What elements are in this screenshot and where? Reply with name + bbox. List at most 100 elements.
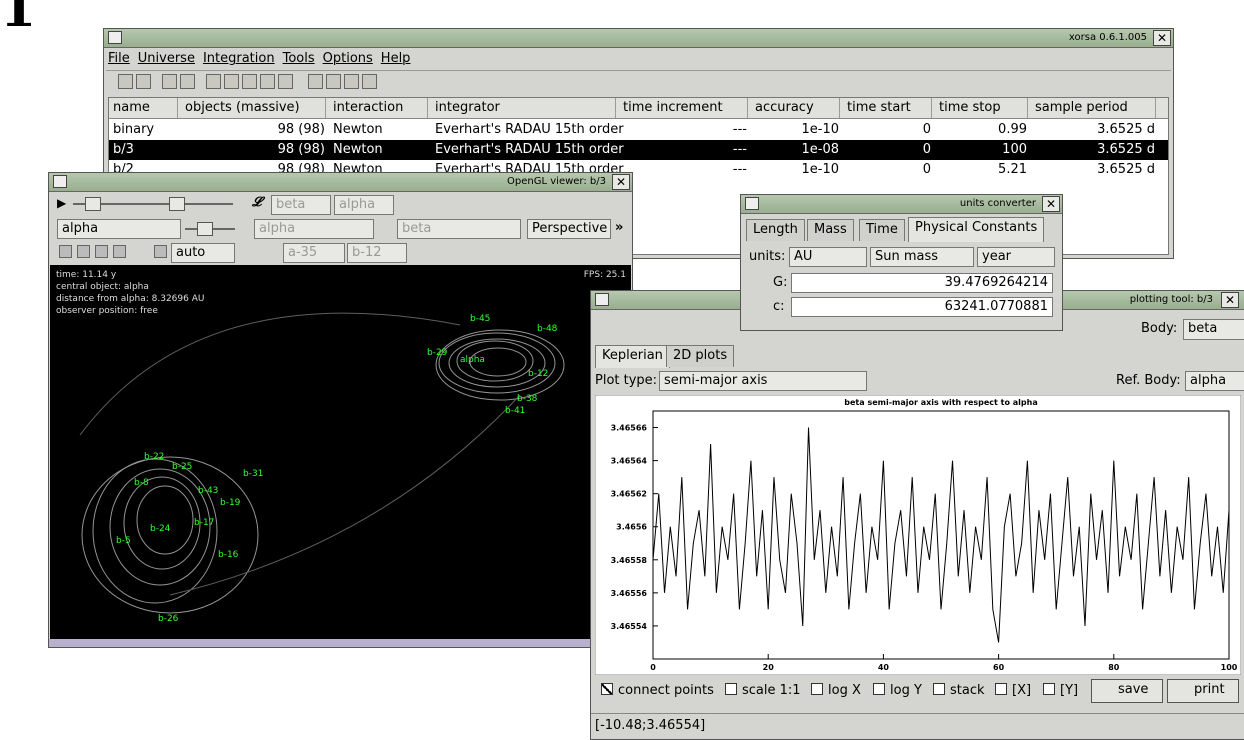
icon-button[interactable] <box>113 245 126 258</box>
checkbox[interactable]: log X <box>811 683 861 698</box>
table-cell: b/3 <box>113 142 134 157</box>
body-combo[interactable]: alpha <box>254 219 374 239</box>
print-button[interactable]: print <box>1167 679 1239 703</box>
constant-value[interactable]: 63241.0770881 <box>791 297 1053 317</box>
fps-combo[interactable]: auto <box>171 243 235 263</box>
window-menu[interactable] <box>108 31 122 44</box>
projection-combo[interactable]: Perspective <box>527 219 611 239</box>
window-menu[interactable] <box>53 175 67 188</box>
body-combo[interactable]: beta <box>1183 319 1244 340</box>
body-label: b-45 <box>470 314 490 324</box>
icon-button[interactable] <box>154 245 167 258</box>
checkbox[interactable]: [Y] <box>1043 683 1078 698</box>
x-tick-label: 80 <box>1108 663 1120 672</box>
column-header[interactable]: sample period <box>1035 98 1156 118</box>
x-tick-label: 100 <box>1221 663 1238 672</box>
body-combo[interactable]: beta <box>271 195 331 215</box>
tab[interactable]: Physical Constants <box>908 217 1045 242</box>
x-tick-label: 60 <box>993 663 1005 672</box>
toolbar-button[interactable] <box>278 74 293 89</box>
menu-item[interactable]: Universe <box>137 51 195 66</box>
tab[interactable]: Length <box>746 219 805 241</box>
plot-type-label: Plot type: <box>595 373 658 388</box>
column-header[interactable]: time start <box>847 98 932 118</box>
toolbar-button[interactable] <box>260 74 275 89</box>
column-header[interactable]: objects (massive) <box>185 98 326 118</box>
body-label: b-5 <box>116 536 131 546</box>
body-label: b-38 <box>517 394 538 404</box>
save-button[interactable]: save <box>1091 679 1163 703</box>
more-button[interactable]: » <box>615 220 624 235</box>
body-labels: b-22 b-25 b-31 b-8 b-43 b-19 b-16 b-26 b… <box>116 314 558 624</box>
tab[interactable]: Time <box>859 219 905 241</box>
icon-button[interactable] <box>77 245 90 258</box>
toolbar-button[interactable] <box>206 74 221 89</box>
toolbar-button[interactable] <box>242 74 257 89</box>
toolbar-button[interactable] <box>180 74 195 89</box>
menu-item[interactable]: Options <box>322 51 373 66</box>
body-combo[interactable]: beta <box>397 219 521 239</box>
icon-button[interactable]: 𝓛 <box>252 195 262 210</box>
window-menu[interactable] <box>595 293 609 306</box>
ref-body-combo[interactable]: alpha <box>1185 371 1244 391</box>
column-header[interactable]: integrator <box>435 98 616 118</box>
tab[interactable]: 2D plots <box>666 345 735 367</box>
time-slider[interactable] <box>73 203 233 205</box>
menu-item[interactable]: Tools <box>282 51 315 66</box>
units-combo[interactable]: AU <box>789 247 867 267</box>
tab[interactable]: Keplerian <box>595 345 670 368</box>
toolbar-button[interactable] <box>344 74 359 89</box>
slider-handle[interactable] <box>197 222 213 236</box>
body-label: b-8 <box>134 478 149 488</box>
body-combo[interactable]: alpha <box>334 195 394 215</box>
column-header[interactable]: interaction <box>333 98 428 118</box>
x-tick-label: 20 <box>763 663 775 672</box>
table-cell: Newton <box>333 122 383 137</box>
icon-button[interactable] <box>59 245 72 258</box>
y-tick-label: 3.46566 <box>611 424 648 433</box>
info-line: time: 11.14 y <box>56 270 117 280</box>
close-button[interactable]: ✕ <box>1221 292 1239 308</box>
units-combo[interactable]: Sun mass <box>870 247 974 267</box>
info-line: central object: alpha <box>56 282 149 292</box>
close-button[interactable]: ✕ <box>1042 196 1060 212</box>
body-combo[interactable]: a-35 <box>283 243 345 263</box>
column-header[interactable]: time stop <box>939 98 1028 118</box>
close-button[interactable]: ✕ <box>1153 30 1171 46</box>
plot-type-combo[interactable]: semi-major axis <box>659 371 867 391</box>
column-header[interactable]: time increment <box>623 98 748 118</box>
checkbox[interactable]: scale 1:1 <box>725 683 801 698</box>
slider-handle[interactable] <box>169 197 185 211</box>
close-button[interactable]: ✕ <box>612 174 630 190</box>
toolbar-button[interactable] <box>224 74 239 89</box>
toolbar-button[interactable] <box>118 74 133 89</box>
checkbox[interactable]: log Y <box>873 683 922 698</box>
slider-handle[interactable] <box>85 197 101 211</box>
table-cell: Newton <box>333 142 383 157</box>
menu-item[interactable]: File <box>108 51 130 66</box>
menu-item[interactable]: Integration <box>202 51 275 66</box>
toolbar-button[interactable] <box>162 74 177 89</box>
play-button[interactable]: ▶ <box>57 196 67 210</box>
menu-item[interactable]: Help <box>380 51 411 66</box>
constant-value[interactable]: 39.4769264214 <box>791 273 1053 293</box>
toolbar-button[interactable] <box>308 74 323 89</box>
body-combo[interactable]: b-12 <box>347 243 407 263</box>
toolbar-button[interactable] <box>326 74 341 89</box>
checkbox[interactable]: connect points <box>601 683 714 698</box>
column-header[interactable]: name <box>113 98 178 118</box>
window-menu[interactable] <box>745 197 759 210</box>
icon-button[interactable] <box>95 245 108 258</box>
table-cell: 3.6525 d <box>1097 122 1155 137</box>
selected-row[interactable] <box>109 140 1168 160</box>
toolbar-button[interactable] <box>136 74 151 89</box>
column-header[interactable]: accuracy <box>755 98 840 118</box>
tab[interactable]: Mass <box>807 219 854 241</box>
orbits <box>79 312 565 614</box>
checkbox[interactable]: stack <box>933 683 985 698</box>
checkbox[interactable]: [X] <box>995 683 1031 698</box>
toolbar-button[interactable] <box>362 74 377 89</box>
units-combo[interactable]: year <box>977 247 1055 267</box>
center-combo[interactable]: alpha <box>57 219 181 239</box>
